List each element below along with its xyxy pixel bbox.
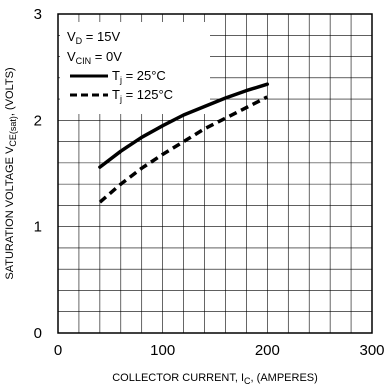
condition-vd: VD = 15V	[67, 29, 120, 46]
y-tick-label: 1	[34, 219, 42, 236]
x-tick-labels: 0 100 200 300	[54, 342, 385, 359]
x-tick-label: 200	[255, 342, 280, 359]
y-tick-label: 3	[34, 6, 42, 23]
x-tick-label: 300	[359, 342, 384, 359]
y-tick-label: 0	[34, 325, 42, 342]
y-tick-label: 2	[34, 112, 42, 129]
grid	[58, 14, 372, 333]
x-tick-label: 0	[54, 342, 62, 359]
series-line-25c	[98, 82, 270, 169]
legend-label-25c: Tj = 25°C	[112, 68, 166, 85]
x-tick-label: 100	[150, 342, 175, 359]
legend: VD = 15V VCIN = 0V Tj = 25°C Tj = 125°C	[60, 22, 210, 114]
y-axis-label: SATURATION VOLTAGE VCE(sat), (VOLTS)	[4, 67, 18, 279]
plot-frame	[57, 13, 373, 334]
legend-background	[60, 22, 210, 114]
x-axis-label: COLLECTOR CURRENT, IC, (AMPERES)	[112, 372, 318, 386]
y-tick-labels: 0 1 2 3	[34, 6, 42, 342]
condition-vcin: VCIN = 0V	[67, 49, 122, 66]
legend-label-125c: Tj = 125°C	[112, 87, 173, 104]
